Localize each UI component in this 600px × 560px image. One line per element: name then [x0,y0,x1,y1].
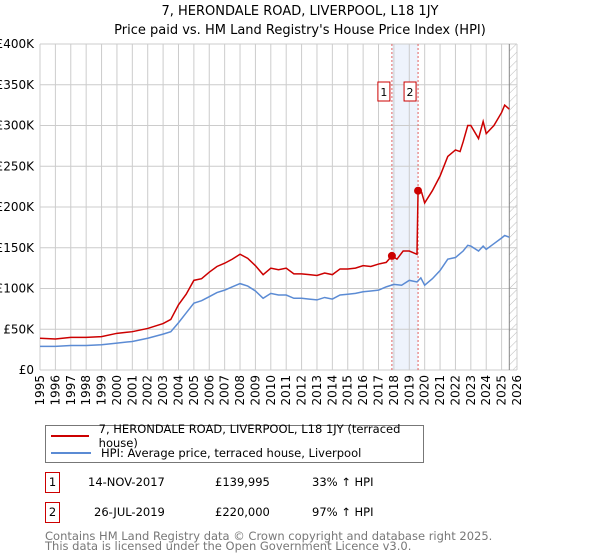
chart: 1995 1996 1997 1998 1999 2000 2001 2002 2003 2004… [0,37,524,406]
x-tick-label: 2017 [372,375,386,406]
sale-point [414,186,423,195]
legend-item-property: 7, HERONDALE ROAD, LIVERPOOL, L18 1JY (t… [51,422,423,450]
sale-label-box [403,81,417,102]
subtitle: Price paid vs. HM Land Registry's House … [114,23,486,38]
price-line [39,103,510,340]
x-tick-label: 2014 [325,375,339,406]
legend-swatch [51,452,91,454]
x-tick-label: 2001 [125,375,139,406]
x-tick-label: 2008 [233,375,247,406]
y-tick-label: £100K [0,282,35,296]
x-tick-label: 2019 [402,375,416,406]
sale-row: 1 14-NOV-2017 £139,995 33% ↑ HPI [45,472,445,493]
y-tick-label: £0 [19,363,34,377]
x-tick-label: 1996 [48,375,62,406]
sale-row: 2 26-JUL-2019 £220,000 97% ↑ HPI [45,502,445,523]
x-tick-label: 2012 [295,375,309,406]
sale-hpi: 97% ↑ HPI [312,505,374,519]
footer-licence: This data is licensed under the Open Gov… [45,539,412,553]
sale-marker-label: 2 [45,502,60,523]
x-tick-label: 2023 [464,375,478,406]
footer-copyright: Contains HM Land Registry data © Crown c… [45,529,493,543]
x-tick-label: 2025 [495,375,509,406]
legend-label: HPI: Average price, terraced house, Live… [101,446,362,460]
sale-price: £139,995 [215,475,270,489]
sale-marker-label: 1 [45,472,60,493]
hpi-line [40,234,510,348]
x-tick-label: 1999 [95,375,109,406]
x-tick-label: 2021 [433,375,447,406]
x-tick-label: 2022 [448,375,462,406]
y-tick-label: £250K [0,159,35,173]
x-tick-label: 1995 [33,375,47,406]
y-tick-label: £300K [0,119,35,133]
sale-point [387,251,396,260]
legend-item-hpi: HPI: Average price, terraced house, Live… [51,445,361,461]
x-tick-label: 2015 [341,375,355,406]
x-tick-label: 2006 [202,375,216,406]
y-tick-label: £150K [0,241,35,255]
y-tick-label: £200K [0,200,35,214]
x-tick-label: 2010 [264,375,278,406]
x-tick-label: 1998 [79,375,93,406]
x-tick-label: 2007 [218,375,232,406]
x-tick-label: 2005 [187,375,201,406]
x-tick-label: 2011 [279,375,293,406]
sale-label: 2 [407,86,414,99]
x-tick-label: 2024 [479,375,493,406]
x-tick-label: 1997 [64,375,78,406]
chart-title: 7, HERONDALE ROAD, LIVERPOOL, L18 1JY Pr… [0,2,600,40]
legend: 7, HERONDALE ROAD, LIVERPOOL, L18 1JY (t… [45,422,424,463]
x-tick-label: 2000 [110,375,124,406]
x-tick-label: 2013 [310,375,324,406]
title: 7, HERONDALE ROAD, LIVERPOOL, L18 1JY [161,4,439,19]
sale-hpi: 33% ↑ HPI [312,475,374,489]
footer: Contains HM Land Registry data © Crown c… [45,529,493,553]
x-tick-label: 2016 [356,375,370,406]
sale-date: 26-JUL-2019 [94,505,165,519]
sale-label: 1 [380,86,387,99]
x-tick-label: 2020 [418,375,432,406]
x-tick-label: 2002 [141,375,155,406]
x-tick-label: 2009 [248,375,262,406]
x-tick-label: 2018 [387,375,401,406]
sale-price: £220,000 [215,505,270,519]
sale-label-box [377,81,391,102]
x-tick-label: 2004 [171,375,185,406]
x-tick-label: 2026 [510,375,524,406]
y-tick-label: £350K [0,78,35,92]
legend-label: 7, HERONDALE ROAD, LIVERPOOL, L18 1JY (t… [98,422,401,450]
legend-swatch [51,435,89,437]
y-tick-label: £50K [3,322,35,336]
y-tick-label: £400K [0,37,35,51]
sale-date: 14-NOV-2017 [88,475,165,489]
x-tick-label: 2003 [156,375,170,406]
